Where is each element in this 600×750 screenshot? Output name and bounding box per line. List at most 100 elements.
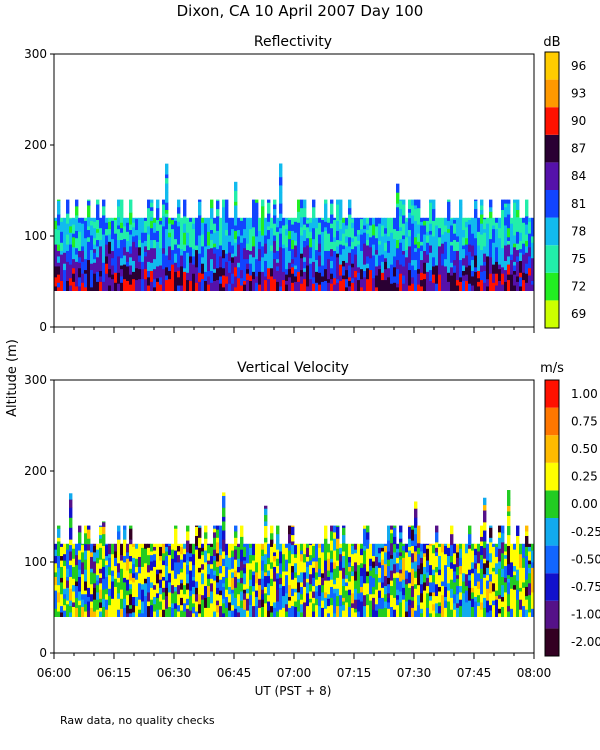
heatmap-cell	[363, 270, 367, 278]
heatmap-cell	[357, 234, 361, 241]
heatmap-cell	[141, 601, 145, 614]
heatmap-cell	[528, 286, 532, 291]
heatmap-cell	[69, 499, 73, 508]
heatmap-cell	[225, 266, 229, 277]
heatmap-cell	[198, 541, 202, 548]
heatmap-cell	[267, 563, 271, 571]
heatmap-cell	[246, 598, 250, 611]
heatmap-cell	[294, 562, 298, 569]
heatmap-cell	[327, 589, 331, 595]
heatmap-cell	[516, 256, 520, 262]
heatmap-cell	[333, 583, 337, 589]
heatmap-cell	[375, 597, 379, 605]
heatmap-cell	[90, 235, 94, 242]
heatmap-cell	[498, 227, 502, 232]
heatmap-cell	[360, 234, 364, 247]
heatmap-cell	[423, 543, 427, 554]
heatmap-cell	[501, 606, 505, 617]
heatmap-cell	[240, 582, 244, 592]
heatmap-cell	[165, 266, 169, 276]
heatmap-cell	[498, 243, 502, 251]
heatmap-cell	[465, 562, 469, 575]
heatmap-cell	[531, 280, 535, 285]
heatmap-cell	[147, 576, 151, 587]
heatmap-cell	[135, 558, 139, 567]
heatmap-cell	[468, 273, 472, 284]
heatmap-cell	[339, 547, 343, 555]
heatmap-cell	[324, 209, 328, 222]
heatmap-cell	[477, 245, 481, 256]
heatmap-cell	[432, 274, 436, 283]
heatmap-cell	[114, 586, 118, 599]
heatmap-cell	[240, 254, 244, 260]
heatmap-cell	[321, 607, 325, 617]
heatmap-cell	[75, 261, 79, 272]
heatmap-cell	[369, 217, 373, 226]
heatmap-cell	[378, 608, 382, 617]
heatmap-cell	[63, 226, 67, 240]
heatmap-cell	[282, 266, 286, 272]
heatmap-cell	[120, 608, 124, 617]
heatmap-cell	[198, 612, 202, 617]
heatmap-cell	[498, 608, 502, 614]
heatmap-cell	[276, 270, 280, 282]
heatmap-cell	[408, 599, 412, 606]
heatmap-cell	[399, 572, 403, 582]
heatmap-cell	[174, 540, 178, 551]
heatmap-cell	[423, 250, 427, 263]
heatmap-cell	[411, 585, 415, 597]
heatmap-cell	[246, 268, 250, 274]
heatmap-cell	[330, 597, 334, 606]
heatmap-cell	[432, 603, 436, 611]
heatmap-cell	[444, 564, 448, 577]
heatmap-cell	[387, 608, 391, 617]
heatmap-cell	[93, 582, 97, 588]
heatmap-cell	[420, 612, 424, 617]
heatmap-cell	[135, 572, 139, 580]
heatmap-cell	[138, 546, 142, 557]
heatmap-cell	[177, 545, 181, 552]
heatmap-cell	[276, 611, 280, 617]
heatmap-cell	[57, 262, 61, 267]
heatmap-cell	[504, 236, 508, 246]
heatmap-cell	[363, 545, 367, 551]
heatmap-cell	[324, 551, 328, 561]
heatmap-cell	[462, 566, 466, 574]
heatmap-cell	[456, 551, 460, 558]
heatmap-cell	[150, 554, 154, 562]
heatmap-cell	[471, 217, 475, 225]
heatmap-cell	[516, 205, 520, 211]
heatmap-cell	[303, 278, 307, 291]
heatmap-cell	[285, 611, 289, 617]
heatmap-cell	[447, 247, 451, 256]
heatmap-cell	[99, 526, 103, 536]
heatmap-cell	[438, 591, 442, 603]
heatmap-cell	[357, 229, 361, 235]
heatmap-cell	[342, 567, 346, 579]
heatmap-cell	[237, 572, 241, 579]
heatmap-cell	[180, 572, 184, 580]
heatmap-cell	[288, 533, 292, 544]
heatmap-cell	[144, 268, 148, 280]
heatmap-cell	[243, 546, 247, 557]
heatmap-cell	[426, 271, 430, 280]
heatmap-cell	[177, 266, 181, 271]
heatmap-cell	[429, 612, 433, 617]
heatmap-cell	[198, 286, 202, 291]
heatmap-cell	[447, 566, 451, 579]
heatmap-cell	[177, 213, 181, 222]
heatmap-cell	[189, 256, 193, 263]
heatmap-cell	[411, 283, 415, 291]
heatmap-cell	[246, 577, 250, 589]
heatmap-cell	[507, 199, 511, 204]
heatmap-cell	[453, 259, 457, 266]
heatmap-cell	[108, 553, 112, 558]
heatmap-cell	[165, 555, 169, 567]
heatmap-cell	[225, 276, 229, 284]
heatmap-cell	[105, 263, 109, 274]
heatmap-cell	[129, 539, 133, 545]
heatmap-cell	[336, 213, 340, 218]
heatmap-cell	[348, 265, 352, 278]
heatmap-cell	[360, 548, 364, 556]
heatmap-cell	[348, 543, 352, 549]
